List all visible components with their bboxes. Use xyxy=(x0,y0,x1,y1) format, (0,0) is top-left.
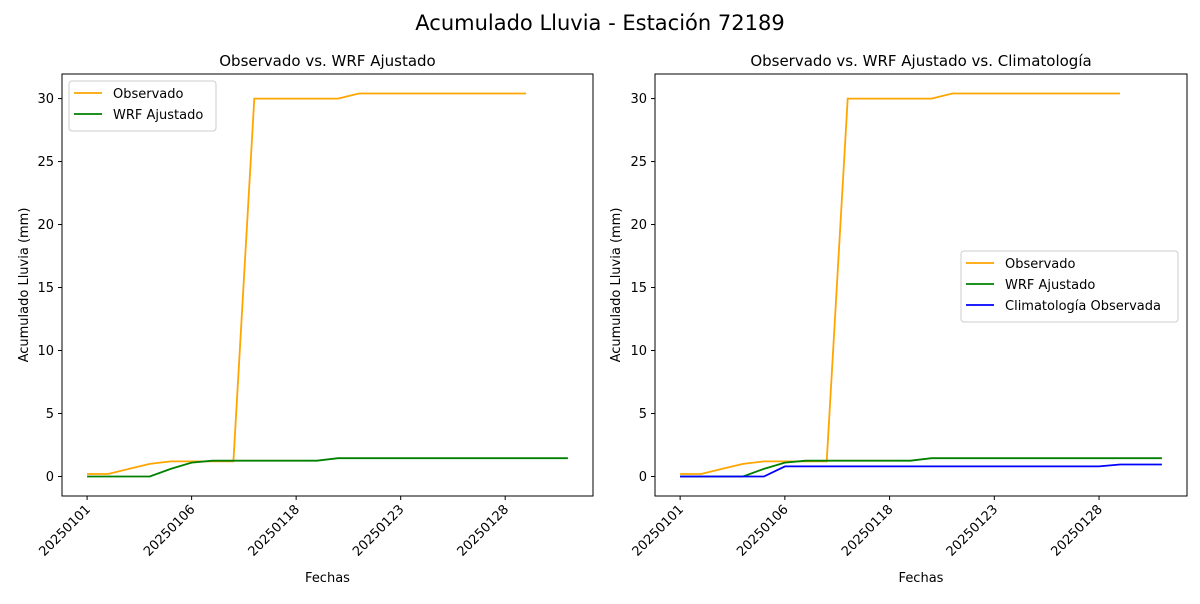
x-tick-label: 20250128 xyxy=(1048,502,1105,559)
x-tick-label: 20250106 xyxy=(141,502,198,559)
y-tick-label: 20 xyxy=(630,218,647,233)
y-axis-label: Acumulado Lluvia (mm) xyxy=(609,208,624,363)
axes-frame xyxy=(61,73,594,497)
x-tick-label: 20250123 xyxy=(944,502,1001,559)
legend-label: WRF Ajustado xyxy=(113,108,203,123)
series-line-wrf-ajustado xyxy=(680,457,1162,478)
legend-label: Observado xyxy=(113,87,184,102)
axes-frame xyxy=(654,73,1188,497)
legend-box xyxy=(68,80,217,132)
x-tick-label: 20250118 xyxy=(246,502,303,559)
y-axis-label: Acumulado Lluvia (mm) xyxy=(17,208,32,363)
y-tick-label: 15 xyxy=(37,281,54,296)
x-axis-label: Fechas xyxy=(899,571,944,586)
y-tick-label: 0 xyxy=(46,470,54,485)
subplot-2: Observado vs. WRF Ajustado vs. Climatolo… xyxy=(609,52,1188,586)
series-line-climatología-observada xyxy=(680,463,1162,478)
y-tick-label: 5 xyxy=(46,407,54,422)
x-tick-label: 20250118 xyxy=(839,502,896,559)
series-line-observado xyxy=(680,92,1120,475)
subplot-title: Observado vs. WRF Ajustado xyxy=(219,52,435,70)
y-tick-label: 15 xyxy=(630,281,647,296)
x-tick-label: 20250101 xyxy=(630,502,687,559)
x-tick-label: 20250101 xyxy=(37,502,94,559)
x-axis-label: Fechas xyxy=(305,571,350,586)
y-tick-label: 5 xyxy=(639,407,647,422)
y-tick-label: 30 xyxy=(630,92,647,107)
legend-box xyxy=(960,250,1179,323)
x-tick-label: 20250123 xyxy=(350,502,407,559)
y-tick-label: 25 xyxy=(630,155,647,170)
y-tick-label: 0 xyxy=(639,470,647,485)
subplot-1: Observado vs. WRF Ajustado 0 5 10 15 20 25 30 20… xyxy=(17,52,594,586)
subplot-title: Observado vs. WRF Ajustado vs. Climatolo… xyxy=(750,52,1091,70)
series-line-observado xyxy=(87,92,527,475)
series-line-wrf-ajustado xyxy=(87,457,568,478)
legend-label: WRF Ajustado xyxy=(1005,278,1095,293)
x-tick-label: 20250128 xyxy=(455,502,512,559)
legend: Observado WRF Ajustado xyxy=(68,80,217,132)
legend-label: Climatología Observada xyxy=(1005,299,1161,314)
figure-title: Acumulado Lluvia - Estación 72189 xyxy=(415,11,784,35)
y-tick-label: 20 xyxy=(37,218,54,233)
y-tick-label: 30 xyxy=(37,92,54,107)
y-tick-label: 25 xyxy=(37,155,54,170)
legend: Observado WRF Ajustado Climatología Observ… xyxy=(960,250,1179,323)
x-tick-label: 20250106 xyxy=(734,502,791,559)
y-tick-label: 10 xyxy=(37,344,54,359)
legend-label: Observado xyxy=(1005,257,1076,272)
y-tick-label: 10 xyxy=(630,344,647,359)
